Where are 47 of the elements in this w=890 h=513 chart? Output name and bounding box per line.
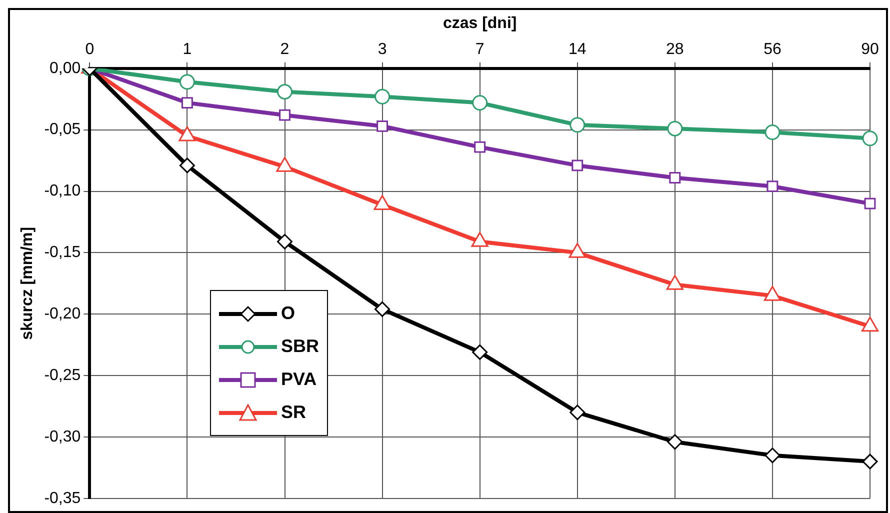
point bbox=[472, 344, 488, 360]
x-tick-label: 7 bbox=[475, 41, 484, 58]
point bbox=[376, 120, 388, 132]
point bbox=[667, 434, 683, 450]
point bbox=[374, 88, 390, 104]
point bbox=[764, 124, 780, 140]
y-tick-label: -0,05 bbox=[44, 121, 81, 138]
point bbox=[474, 141, 486, 153]
y-tick-label: -0,35 bbox=[44, 490, 81, 507]
point bbox=[277, 84, 292, 100]
y-tick-label: -0,15 bbox=[44, 244, 81, 262]
x-tick-label: 14 bbox=[568, 41, 586, 58]
point bbox=[572, 160, 584, 172]
x-tick-label: 56 bbox=[764, 41, 782, 58]
y-axis-title: skurcz [mm/m] bbox=[19, 226, 36, 340]
point bbox=[374, 301, 390, 317]
point bbox=[179, 74, 195, 90]
x-axis-title: czas [dni] bbox=[442, 15, 517, 32]
point bbox=[764, 448, 780, 464]
x-tick-label: 0 bbox=[85, 41, 94, 58]
y-tick-label: -0,20 bbox=[44, 306, 81, 323]
y-tick-label: -0,10 bbox=[44, 182, 81, 200]
point bbox=[862, 130, 878, 146]
legend-label: O bbox=[281, 303, 296, 324]
point bbox=[279, 109, 290, 121]
legend-label: SR bbox=[281, 402, 306, 423]
point bbox=[864, 198, 876, 210]
point bbox=[669, 172, 681, 184]
point bbox=[667, 120, 683, 136]
legend-label: SBR bbox=[281, 336, 320, 357]
point bbox=[570, 117, 586, 133]
x-tick-label: 28 bbox=[666, 41, 684, 58]
y-tick-label: 0,00 bbox=[50, 60, 81, 77]
y-tick-label: -0,30 bbox=[44, 428, 81, 446]
point bbox=[182, 97, 193, 108]
y-tick-label: -0,25 bbox=[44, 366, 81, 384]
point bbox=[472, 95, 488, 111]
point bbox=[277, 234, 292, 250]
x-tick-label: 1 bbox=[182, 41, 192, 58]
point bbox=[862, 454, 878, 470]
point bbox=[570, 404, 586, 420]
x-tick-label: 90 bbox=[861, 41, 879, 58]
x-tick-label: 2 bbox=[280, 41, 290, 58]
x-tick-label: 3 bbox=[378, 41, 387, 58]
point bbox=[179, 158, 195, 174]
point bbox=[766, 180, 778, 192]
legend-label: PVA bbox=[281, 369, 317, 390]
